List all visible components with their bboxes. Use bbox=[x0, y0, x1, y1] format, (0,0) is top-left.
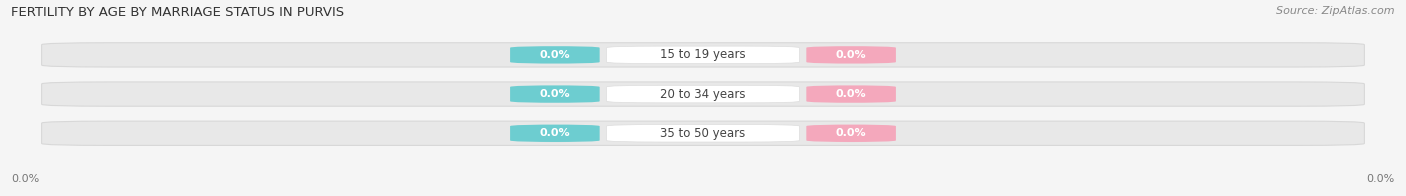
FancyBboxPatch shape bbox=[42, 43, 1364, 67]
FancyBboxPatch shape bbox=[606, 124, 800, 142]
FancyBboxPatch shape bbox=[510, 46, 599, 64]
Text: 0.0%: 0.0% bbox=[540, 89, 571, 99]
FancyBboxPatch shape bbox=[807, 124, 896, 142]
Text: 35 to 50 years: 35 to 50 years bbox=[661, 127, 745, 140]
FancyBboxPatch shape bbox=[510, 85, 599, 103]
Text: 0.0%: 0.0% bbox=[540, 50, 571, 60]
Text: 0.0%: 0.0% bbox=[11, 174, 39, 184]
Text: Source: ZipAtlas.com: Source: ZipAtlas.com bbox=[1277, 6, 1395, 16]
FancyBboxPatch shape bbox=[807, 85, 896, 103]
Text: 0.0%: 0.0% bbox=[540, 128, 571, 138]
FancyBboxPatch shape bbox=[510, 124, 599, 142]
FancyBboxPatch shape bbox=[606, 85, 800, 103]
Text: 15 to 19 years: 15 to 19 years bbox=[661, 48, 745, 61]
Text: 0.0%: 0.0% bbox=[835, 128, 866, 138]
Text: 0.0%: 0.0% bbox=[1367, 174, 1395, 184]
FancyBboxPatch shape bbox=[606, 46, 800, 64]
Text: 20 to 34 years: 20 to 34 years bbox=[661, 88, 745, 101]
FancyBboxPatch shape bbox=[42, 121, 1364, 145]
Text: 0.0%: 0.0% bbox=[835, 89, 866, 99]
Text: 0.0%: 0.0% bbox=[835, 50, 866, 60]
FancyBboxPatch shape bbox=[807, 46, 896, 64]
Text: FERTILITY BY AGE BY MARRIAGE STATUS IN PURVIS: FERTILITY BY AGE BY MARRIAGE STATUS IN P… bbox=[11, 6, 344, 19]
FancyBboxPatch shape bbox=[42, 82, 1364, 106]
